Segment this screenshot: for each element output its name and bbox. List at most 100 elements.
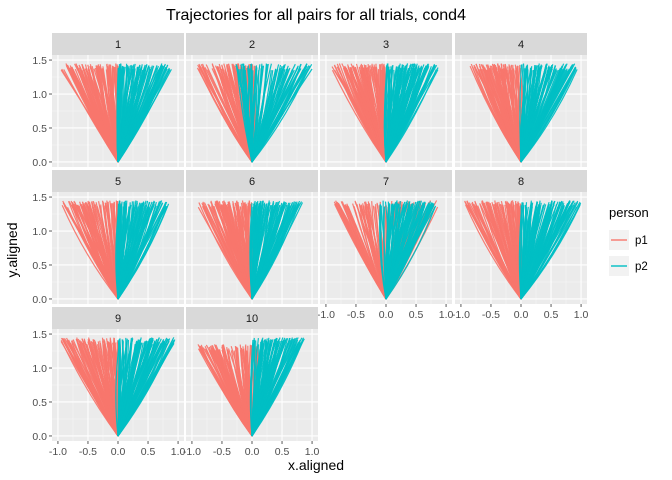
trajectory-line xyxy=(520,202,565,300)
facet-panel-9: 9 0.0 0.5 1.0 1.5 -1.0 -0.5 0.0 0.5 1.0 xyxy=(32,307,186,458)
trajectory-line xyxy=(520,70,533,163)
y-tick-label: 0.0 xyxy=(32,431,47,443)
facet-strip xyxy=(186,33,318,55)
trajectory-line xyxy=(208,349,253,437)
trajectory-line xyxy=(520,64,554,163)
trajectory-line xyxy=(251,201,279,300)
trajectory-line xyxy=(385,70,400,163)
trajectory-line xyxy=(520,64,553,163)
facet-strip-label: 10 xyxy=(246,313,258,325)
facet-strip-label: 2 xyxy=(249,39,255,51)
trajectory-line xyxy=(61,204,119,300)
trajectory-line xyxy=(251,65,264,163)
facet-panel-5: 5 0.0 0.5 1.0 1.5 xyxy=(32,170,184,306)
facet-strip xyxy=(455,33,587,55)
trajectory-line xyxy=(379,203,387,300)
y-tick-label: 0.5 xyxy=(32,123,47,135)
x-tick-label: -0.5 xyxy=(482,309,500,321)
trajectory-line xyxy=(383,68,389,163)
series-p1-trajectories xyxy=(331,63,388,163)
series-p1-trajectories xyxy=(197,344,259,437)
facet-strip xyxy=(455,170,587,192)
trajectory-line xyxy=(251,338,263,437)
facet-strip xyxy=(186,307,318,329)
facet-strip-label: 3 xyxy=(383,39,389,51)
series-p2-trajectories xyxy=(518,200,582,300)
y-axis-label: y.aligned xyxy=(4,222,20,277)
trajectory-line xyxy=(477,205,522,300)
trajectory-line xyxy=(385,204,400,300)
x-tick-label: 1.0 xyxy=(439,309,454,321)
series-p2-trajectories xyxy=(379,200,437,300)
trajectory-line xyxy=(117,69,160,163)
facet-panel-2: 2 xyxy=(186,33,318,167)
trajectory-line xyxy=(365,203,387,300)
x-tick-label: 0.0 xyxy=(514,309,529,321)
facet-panel-6: 6 xyxy=(186,170,318,304)
trajectory-line xyxy=(251,343,267,437)
legend-entry-p2: p2 xyxy=(609,256,648,276)
trajectory-line xyxy=(385,201,419,300)
trajectory-line xyxy=(520,200,541,300)
facet-strip-label: 8 xyxy=(518,176,524,188)
trajectory-line xyxy=(361,67,387,163)
trajectory-line xyxy=(60,337,119,437)
trajectory-line xyxy=(334,66,387,163)
trajectory-line xyxy=(251,202,304,300)
series-p1-trajectories xyxy=(60,337,120,437)
trajectory-line xyxy=(217,65,253,163)
series-p2-trajectories xyxy=(235,63,313,163)
x-tick-label: -1.0 xyxy=(49,446,67,458)
trajectory-line xyxy=(385,65,420,163)
facet-strip xyxy=(320,170,452,192)
trajectory-line xyxy=(520,67,576,163)
trajectory-line xyxy=(69,67,119,163)
facet-strip-label: 9 xyxy=(115,313,121,325)
y-tick-label: 1.5 xyxy=(32,329,47,341)
facet-strip xyxy=(52,170,184,192)
trajectory-line xyxy=(491,202,522,300)
trajectory-line xyxy=(87,339,119,437)
facet-panel-10: 10 -1.0 -0.5 0.0 0.5 1.0 xyxy=(183,307,320,458)
trajectory-line xyxy=(92,342,119,437)
x-tick-label: 0.0 xyxy=(245,446,260,458)
trajectory-line xyxy=(251,203,284,300)
trajectory-line xyxy=(380,204,387,300)
trajectory-line xyxy=(520,200,553,300)
x-tick-label: 0.5 xyxy=(141,446,156,458)
trajectory-line xyxy=(251,337,284,437)
x-tick-label: 0.5 xyxy=(275,446,290,458)
trajectory-line xyxy=(505,202,522,300)
trajectory-line xyxy=(520,207,526,300)
x-tick-label: -0.5 xyxy=(79,446,97,458)
trajectory-line xyxy=(482,65,522,163)
trajectory-line xyxy=(117,338,169,437)
trajectory-line xyxy=(117,64,133,163)
trajectory-line xyxy=(247,69,253,163)
facet-strip xyxy=(52,307,184,329)
series-p2-trajectories xyxy=(115,200,170,300)
facet-strip xyxy=(52,33,184,55)
trajectory-line xyxy=(117,64,166,163)
y-tick-label: 1.0 xyxy=(32,89,47,101)
facet-strip-label: 1 xyxy=(115,39,121,51)
trajectory-line xyxy=(117,200,127,300)
trajectory-line xyxy=(497,63,522,163)
trajectory-line xyxy=(222,200,253,300)
trajectory-line xyxy=(117,339,140,437)
y-tick-label: 1.0 xyxy=(32,226,47,238)
legend-entry-p1: p1 xyxy=(609,230,648,250)
legend-label: p1 xyxy=(635,235,648,247)
trajectory-line xyxy=(91,65,119,163)
trajectory-line xyxy=(251,65,286,163)
facet-panels: 1 0.0 0.5 1.0 1.5 2 3 4 5 0.0 0.5 1.0 1.5 6 7 -1.0 -0.5 0… xyxy=(32,33,589,458)
series-p2-trajectories xyxy=(249,337,305,437)
trajectory-line xyxy=(86,69,119,163)
trajectory-line xyxy=(237,347,253,437)
x-tick-label: 0.0 xyxy=(379,309,394,321)
x-tick-label: -0.5 xyxy=(213,446,231,458)
facet-strip-label: 4 xyxy=(518,39,524,51)
y-tick-label: 1.0 xyxy=(32,363,47,375)
trajectory-line xyxy=(117,67,167,163)
x-tick-label: -0.5 xyxy=(347,309,365,321)
